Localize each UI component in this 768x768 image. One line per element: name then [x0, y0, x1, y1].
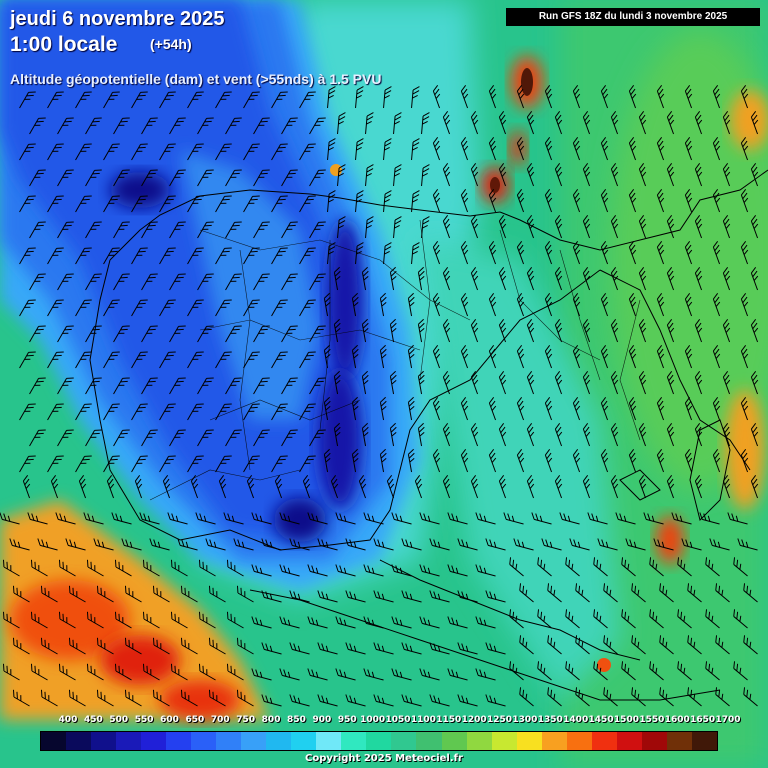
legend-label: 1150 [436, 715, 462, 725]
legend-label: 1500 [613, 715, 639, 725]
legend-swatch [666, 732, 692, 750]
legend-swatch [341, 732, 367, 750]
legend-label: 650 [185, 715, 205, 725]
legend-swatch [691, 732, 717, 750]
legend-label: 950 [337, 715, 357, 725]
legend-label: 1650 [690, 715, 716, 725]
legend-swatch [416, 732, 442, 750]
legend-label: 1350 [537, 715, 563, 725]
legend-label: 1300 [512, 715, 538, 725]
copyright: Copyright 2025 Meteociel.fr [305, 753, 463, 764]
borders [149, 219, 641, 501]
legend-swatch [541, 732, 567, 750]
legend-swatch [41, 732, 67, 750]
legend-label: 500 [109, 715, 129, 725]
legend-label: 1700 [715, 715, 741, 725]
field-description: Altitude géopotentielle (dam) et vent (>… [10, 71, 382, 87]
legend-swatch [191, 732, 217, 750]
legend-swatch [566, 732, 592, 750]
forecast-offset: (+54h) [150, 36, 192, 52]
legend-swatch [116, 732, 142, 750]
local-time: 1:00 locale [10, 33, 118, 56]
legend-label: 900 [312, 715, 332, 725]
legend-label: 550 [134, 715, 154, 725]
legend-swatch [66, 732, 92, 750]
legend-swatch [491, 732, 517, 750]
legend-label: 1600 [664, 715, 690, 725]
legend-label: 1400 [563, 715, 589, 725]
legend-swatch [516, 732, 542, 750]
legend-swatch [616, 732, 642, 750]
legend-label: 1250 [487, 715, 513, 725]
legend-swatch [266, 732, 292, 750]
legend-label: 1050 [385, 715, 411, 725]
legend-swatch [241, 732, 267, 750]
legend-label: 1450 [588, 715, 614, 725]
wind-barbs [0, 84, 759, 707]
legend-label: 750 [236, 715, 256, 725]
forecast-date: jeudi 6 novembre 2025 [10, 8, 225, 30]
legend-label: 850 [287, 715, 306, 725]
legend-swatch [366, 732, 392, 750]
legend-label: 450 [83, 715, 103, 725]
legend-swatch [91, 732, 117, 750]
legend-label: 1200 [461, 715, 487, 725]
legend-label: 700 [210, 715, 230, 725]
legend-bar [40, 731, 718, 751]
legend-label: 1000 [360, 715, 386, 725]
legend-swatch [166, 732, 192, 750]
legend-swatch [641, 732, 667, 750]
legend-swatch [466, 732, 492, 750]
legend-label: 1550 [639, 715, 665, 725]
legend-swatch [216, 732, 242, 750]
legend-swatch [291, 732, 317, 750]
legend-label: 600 [160, 715, 179, 725]
legend-swatch [591, 732, 617, 750]
coastlines [89, 169, 768, 701]
legend-label: 400 [58, 715, 78, 725]
legend-swatch [441, 732, 467, 750]
run-banner: Run GFS 18Z du lundi 3 novembre 2025 [506, 8, 760, 26]
legend-swatch [141, 732, 167, 750]
legend-labels: 400 450 500 550 600 650 700 750 800 850 900 950 1000… [58, 715, 741, 727]
legend-swatch [316, 732, 342, 750]
legend-label: 1100 [410, 715, 436, 725]
legend-label: 800 [261, 715, 281, 725]
legend-swatch [391, 732, 417, 750]
